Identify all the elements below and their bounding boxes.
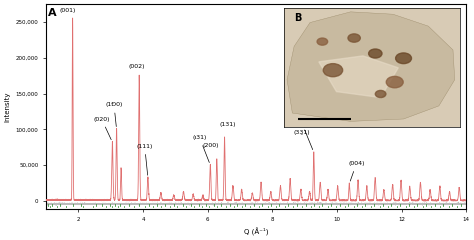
Text: (001): (001) [60,8,76,13]
Text: (131): (131) [219,122,236,127]
Text: A: A [48,8,57,18]
Text: (̱31): (̱31) [295,120,313,150]
Text: (1Đ0): (1Đ0) [105,102,123,126]
X-axis label: Q (Å⁻¹): Q (Å⁻¹) [244,228,268,236]
Text: (33̱1): (33̱1) [293,130,310,135]
Y-axis label: Intensity: Intensity [4,91,10,122]
Text: (200): (200) [203,143,219,148]
Text: (ı31): (ı31) [192,135,210,162]
Text: (020): (020) [93,117,111,140]
Text: (004): (004) [348,161,365,181]
Text: (002): (002) [128,64,145,69]
Text: (111): (111) [137,144,153,175]
